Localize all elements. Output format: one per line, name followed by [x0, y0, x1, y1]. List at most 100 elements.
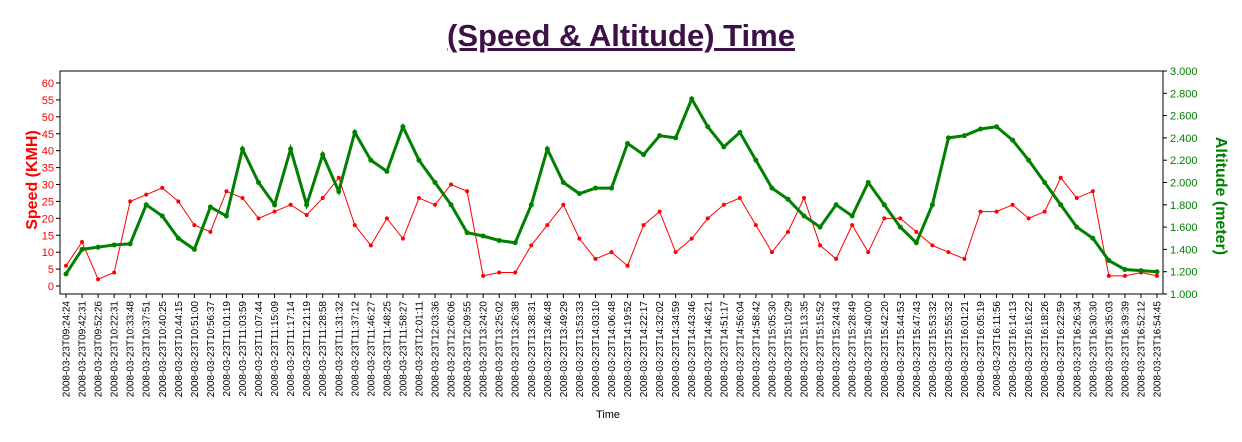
speed-point — [256, 216, 261, 221]
speed-point — [898, 216, 903, 221]
x-tick-label: 2008-03-23T10:22:31 — [110, 301, 121, 398]
altitude-point — [1090, 235, 1096, 241]
altitude-point — [400, 124, 406, 130]
altitude-point — [705, 124, 711, 130]
altitude-point — [801, 213, 807, 219]
speed-point — [561, 202, 566, 207]
altitude-point — [207, 204, 213, 210]
altitude-point — [1106, 258, 1112, 264]
x-tick-label: 2008-03-23T13:49:29 — [559, 301, 570, 398]
speed-point — [336, 175, 341, 180]
x-tick-label: 2008-03-23T15:53:32 — [928, 301, 939, 398]
x-tick-label: 2008-03-23T16:39:39 — [1120, 301, 1131, 398]
speed-point — [689, 236, 694, 241]
altitude-point — [175, 235, 181, 241]
y-left-tick-label: 55 — [42, 95, 54, 107]
altitude-point — [368, 157, 374, 163]
x-tick-label: 2008-03-23T15:05:30 — [767, 301, 778, 398]
altitude-point — [79, 246, 85, 252]
x-tick-label: 2008-03-23T11:03:59 — [238, 301, 249, 397]
x-tick-label: 2008-03-23T14:32:02 — [655, 301, 666, 398]
speed-point — [96, 277, 101, 282]
speed-point — [64, 263, 68, 268]
x-tick-label: 2008-03-23T11:46:27 — [366, 301, 377, 397]
y-left-tick-label: 30 — [42, 180, 54, 192]
x-tick-label: 2008-03-23T11:58:27 — [398, 301, 409, 397]
altitude-point — [785, 196, 791, 202]
x-tick-label: 2008-03-23T15:28:49 — [848, 301, 859, 398]
speed-point — [721, 202, 726, 207]
x-tick-label: 2008-03-23T16:16:22 — [1024, 301, 1035, 398]
x-tick-label: 2008-03-23T10:40:25 — [158, 301, 169, 398]
speed-point — [1122, 273, 1127, 278]
y-right-tick-label: 1.000 — [1170, 289, 1198, 301]
speed-point — [320, 196, 325, 201]
speed-point — [497, 270, 502, 275]
x-tick-label: 2008-03-23T16:01:21 — [960, 301, 971, 398]
x-tick-label: 2008-03-23T16:26:34 — [1072, 301, 1083, 398]
altitude-point — [544, 146, 550, 152]
speed-point — [994, 209, 999, 214]
altitude-point — [223, 213, 229, 219]
altitude-point — [865, 180, 871, 185]
speed-point — [593, 256, 598, 261]
speed-point — [609, 250, 614, 255]
altitude-point — [288, 146, 294, 152]
x-tick-label: 2008-03-23T11:07:44 — [254, 301, 265, 397]
x-tick-label: 2008-03-23T14:03:10 — [591, 301, 602, 398]
x-tick-label: 2008-03-23T13:24:20 — [479, 301, 490, 398]
x-tick-label: 2008-03-23T11:28:58 — [318, 301, 329, 397]
speed-point — [80, 240, 85, 245]
y-right-tick-label: 1.400 — [1170, 244, 1198, 256]
x-tick-label: 2008-03-23T13:53:33 — [575, 301, 586, 398]
x-tick-label: 2008-03-23T10:44:15 — [174, 301, 185, 398]
altitude-point — [641, 152, 647, 158]
altitude-point — [961, 133, 967, 139]
speed-point — [1010, 202, 1015, 207]
altitude-point — [657, 133, 663, 139]
altitude-point — [881, 202, 887, 208]
speed-point — [1074, 196, 1079, 201]
altitude-point — [464, 230, 470, 236]
x-tick-label: 2008-03-23T13:25:02 — [495, 301, 506, 398]
speed-point — [288, 202, 293, 207]
altitude-point — [721, 144, 727, 150]
y-right-tick-label: 1.800 — [1170, 200, 1198, 212]
speed-point — [818, 243, 823, 248]
x-tick-label: 2008-03-23T15:40:00 — [864, 301, 875, 398]
x-axis-label: Time — [596, 409, 620, 421]
speed-point — [400, 236, 405, 241]
speed-point — [416, 196, 421, 201]
y-right-tick-label: 2.000 — [1170, 178, 1198, 190]
speed-point — [144, 192, 149, 197]
altitude-point — [897, 224, 903, 230]
x-tick-label: 2008-03-23T14:56:04 — [735, 301, 746, 398]
speed-point — [978, 209, 983, 214]
speed-point — [513, 270, 518, 275]
x-tick-label: 2008-03-23T14:46:21 — [703, 301, 714, 398]
x-tick-label: 2008-03-23T12:09:55 — [463, 301, 474, 398]
speed-point — [176, 199, 181, 204]
x-tick-label: 2008-03-23T12:01:11 — [414, 301, 425, 397]
altitude-point — [576, 191, 582, 197]
altitude-point — [416, 157, 422, 163]
y-left-tick-label: 10 — [42, 247, 54, 259]
speed-point — [1090, 189, 1095, 194]
x-tick-label: 2008-03-23T10:33:48 — [126, 301, 137, 398]
speed-point — [705, 216, 710, 221]
altitude-point — [849, 213, 855, 219]
speed-point — [224, 189, 229, 194]
x-tick-label: 2008-03-23T16:35:03 — [1104, 301, 1115, 398]
y-left-tick-label: 0 — [48, 281, 54, 293]
speed-point — [368, 243, 373, 248]
x-tick-label: 2008-03-23T16:11:56 — [992, 301, 1003, 397]
altitude-point — [1026, 157, 1032, 163]
speed-point — [625, 263, 630, 268]
altitude-point — [913, 240, 919, 246]
speed-point — [914, 229, 919, 234]
speed-point — [866, 250, 871, 255]
x-tick-label: 2008-03-23T14:19:52 — [623, 301, 634, 398]
speed-point — [946, 250, 951, 255]
x-tick-label: 2008-03-23T16:30:30 — [1088, 301, 1099, 398]
